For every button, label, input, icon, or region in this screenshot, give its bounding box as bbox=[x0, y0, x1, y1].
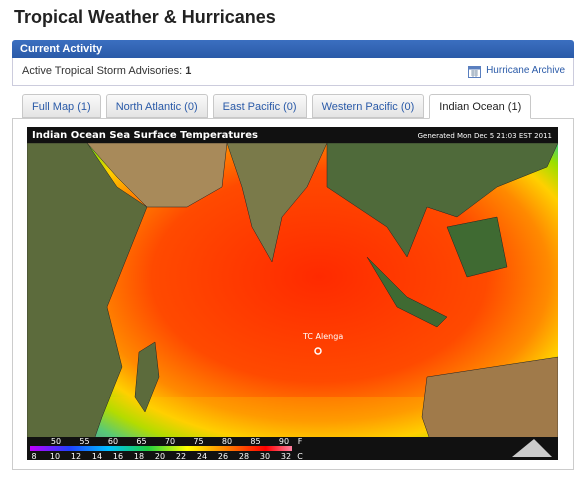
page-title: Tropical Weather & Hurricanes bbox=[14, 7, 276, 27]
legend-label: 65 bbox=[136, 437, 146, 446]
tab[interactable]: Full Map (1) bbox=[22, 94, 101, 118]
legend-label: 16 bbox=[113, 452, 123, 460]
legend-colorbar bbox=[30, 446, 292, 451]
legend-label: 60 bbox=[108, 437, 118, 446]
legend-label: 10 bbox=[50, 452, 60, 460]
legend-label: 90 bbox=[279, 437, 289, 446]
legend-label: 28 bbox=[239, 452, 249, 460]
legend-label: 70 bbox=[165, 437, 175, 446]
legend-label: F bbox=[298, 437, 303, 446]
land bbox=[27, 142, 558, 460]
legend-label: 14 bbox=[92, 452, 102, 460]
calendar-icon bbox=[468, 66, 482, 78]
storm-label: TC Alenga bbox=[302, 332, 343, 341]
archive-text[interactable]: Hurricane Archive bbox=[486, 65, 565, 76]
legend-label: 32 bbox=[281, 452, 291, 460]
tab[interactable]: North Atlantic (0) bbox=[105, 94, 208, 118]
legend-label: 30 bbox=[260, 452, 270, 460]
sst-map: Indian Ocean Sea Surface Temperatures Ge… bbox=[27, 127, 558, 460]
legend-label: 22 bbox=[176, 452, 186, 460]
tab-content bbox=[12, 118, 574, 470]
africa bbox=[27, 142, 148, 460]
legend-label: 18 bbox=[134, 452, 144, 460]
australia bbox=[421, 356, 558, 460]
madagascar bbox=[134, 341, 160, 413]
map-generated: Generated Mon Dec 5 21:03 EST 2011 bbox=[418, 132, 552, 140]
map-title: Indian Ocean Sea Surface Temperatures bbox=[32, 130, 258, 141]
legend-label: 50 bbox=[51, 437, 61, 446]
legend-label: 20 bbox=[155, 452, 165, 460]
legend-label: 75 bbox=[193, 437, 203, 446]
tab[interactable]: Western Pacific (0) bbox=[311, 94, 425, 118]
legend-label: 85 bbox=[250, 437, 260, 446]
tab[interactable]: East Pacific (0) bbox=[212, 94, 307, 118]
archive-link[interactable]: Hurricane Archive bbox=[468, 58, 565, 84]
tab[interactable]: Indian Ocean (1) bbox=[429, 94, 532, 119]
tab-bar: Full Map (1) North Atlantic (0) East Pacif… bbox=[22, 94, 532, 119]
advisory-count: 1 bbox=[185, 65, 192, 77]
map-header bbox=[27, 127, 558, 143]
advisory-row: Active Tropical Storm Advisories: 1 Hurr… bbox=[12, 58, 574, 86]
sumatra bbox=[366, 256, 448, 328]
advisory-label: Active Tropical Storm Advisories: bbox=[22, 65, 183, 77]
india bbox=[226, 142, 328, 263]
panel-header: Current Activity bbox=[12, 40, 574, 58]
legend-label: 80 bbox=[222, 437, 232, 446]
se-asia bbox=[326, 142, 558, 258]
borneo bbox=[446, 216, 508, 278]
legend-label: 8 bbox=[31, 452, 36, 460]
legend-label: 26 bbox=[218, 452, 228, 460]
legend-label: C bbox=[297, 452, 303, 460]
legend-label: 55 bbox=[79, 437, 89, 446]
legend-label: 24 bbox=[197, 452, 207, 460]
storm-icon bbox=[314, 347, 322, 355]
logo bbox=[512, 439, 552, 457]
legend-bg bbox=[27, 437, 558, 460]
legend-label: 12 bbox=[71, 452, 81, 460]
